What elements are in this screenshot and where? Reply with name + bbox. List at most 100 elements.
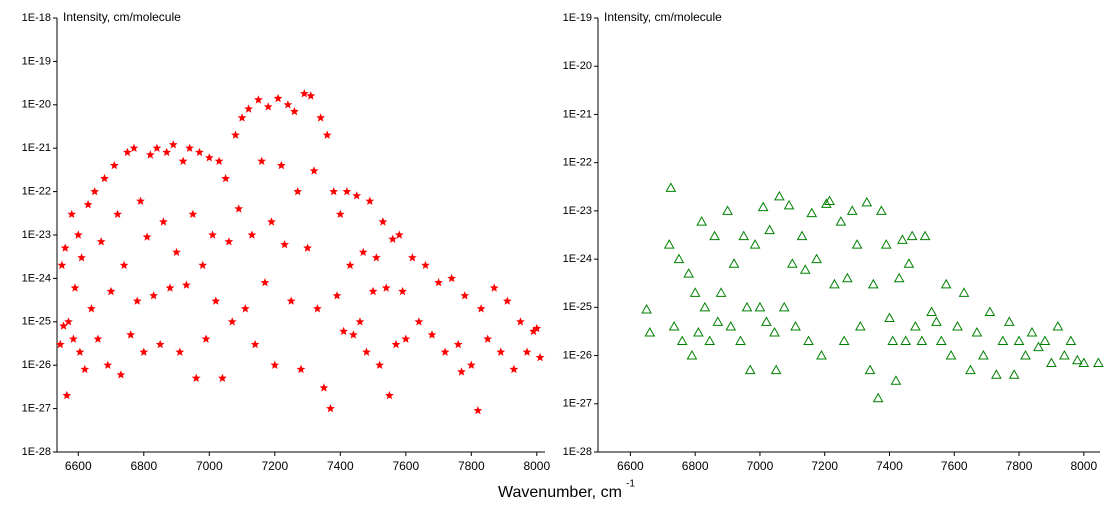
x-tick-label: 7600 [392, 459, 419, 473]
point [803, 335, 814, 346]
point [83, 200, 93, 209]
point [532, 323, 542, 333]
point [704, 335, 716, 346]
point [1013, 335, 1025, 346]
point [796, 230, 808, 241]
point [829, 278, 840, 289]
x-axis-label-superscript: -1 [626, 479, 635, 490]
point [1026, 327, 1038, 337]
point [136, 196, 145, 205]
point [339, 326, 348, 336]
point [689, 287, 701, 297]
y-tick-label: 1E-27 [563, 398, 592, 410]
point [997, 335, 1009, 346]
point [668, 321, 680, 331]
point [535, 353, 545, 362]
point [693, 327, 704, 337]
point [1078, 357, 1090, 368]
point [722, 205, 733, 215]
point [926, 306, 937, 317]
point [64, 317, 73, 326]
point [69, 334, 78, 343]
x-tick-label: 7400 [876, 459, 903, 473]
point [152, 143, 162, 152]
point [211, 296, 221, 305]
point [139, 347, 149, 356]
point [221, 173, 230, 183]
point [457, 367, 466, 376]
point [1008, 369, 1020, 379]
point [709, 230, 720, 241]
x-tick-label: 7000 [196, 459, 223, 473]
point [398, 286, 407, 296]
point [90, 187, 99, 196]
point [644, 327, 656, 337]
point [1059, 350, 1070, 360]
point [483, 334, 493, 343]
point [738, 230, 750, 241]
point [185, 143, 194, 152]
point [434, 278, 443, 287]
point [770, 364, 782, 375]
y-tick-label: 1E-25 [563, 301, 592, 313]
point [326, 404, 335, 413]
point [931, 316, 942, 326]
point [306, 91, 316, 100]
point [757, 201, 769, 212]
point [851, 239, 863, 249]
point [864, 364, 876, 375]
point [126, 330, 136, 339]
point [466, 360, 476, 369]
point [965, 364, 976, 375]
point [250, 339, 260, 349]
point [861, 196, 873, 207]
point [1071, 354, 1083, 365]
point [900, 335, 912, 346]
point [345, 260, 355, 270]
point [774, 190, 785, 201]
point [764, 224, 776, 235]
point [421, 260, 430, 270]
point [388, 234, 398, 243]
point [80, 364, 90, 374]
point [168, 140, 178, 149]
point [254, 95, 263, 104]
point [476, 304, 486, 313]
point [129, 143, 139, 152]
point [208, 230, 217, 239]
point [824, 195, 835, 206]
point [522, 347, 532, 356]
y-tick-label: 1E-24 [563, 253, 592, 265]
point [910, 321, 921, 331]
point [224, 237, 234, 246]
y-tick-label: 1E-24 [22, 272, 51, 284]
point [1065, 335, 1077, 346]
point [952, 321, 963, 331]
point [132, 296, 142, 305]
point [175, 347, 185, 356]
x-tick-label: 8000 [523, 459, 550, 473]
point [355, 317, 365, 326]
x-tick-label: 8000 [1070, 459, 1097, 473]
point [260, 278, 270, 287]
point [872, 392, 884, 403]
point [375, 360, 384, 369]
x-tick-label: 6800 [130, 459, 157, 473]
point [391, 339, 401, 349]
point [984, 306, 996, 317]
point [293, 187, 303, 196]
point [1093, 357, 1104, 368]
point [62, 390, 72, 400]
point [696, 216, 707, 226]
point [352, 191, 362, 200]
point [96, 237, 106, 246]
y-tick-label: 1E-28 [22, 446, 51, 458]
x-tick-label: 6600 [65, 459, 92, 473]
point [1052, 321, 1064, 331]
point [749, 239, 761, 249]
point [735, 335, 746, 346]
point [296, 364, 306, 374]
point [447, 273, 456, 283]
point [408, 253, 417, 262]
